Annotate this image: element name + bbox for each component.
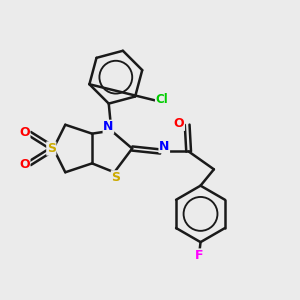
Text: Cl: Cl (155, 93, 168, 106)
Text: S: S (47, 142, 56, 155)
Text: O: O (174, 117, 184, 130)
Text: O: O (19, 126, 30, 139)
Text: N: N (103, 120, 114, 133)
Text: F: F (195, 249, 203, 262)
Text: N: N (159, 140, 169, 153)
Text: O: O (19, 158, 30, 171)
Text: S: S (111, 171, 120, 184)
